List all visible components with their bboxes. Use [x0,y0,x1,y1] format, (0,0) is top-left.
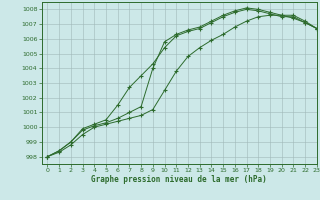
X-axis label: Graphe pression niveau de la mer (hPa): Graphe pression niveau de la mer (hPa) [91,175,267,184]
